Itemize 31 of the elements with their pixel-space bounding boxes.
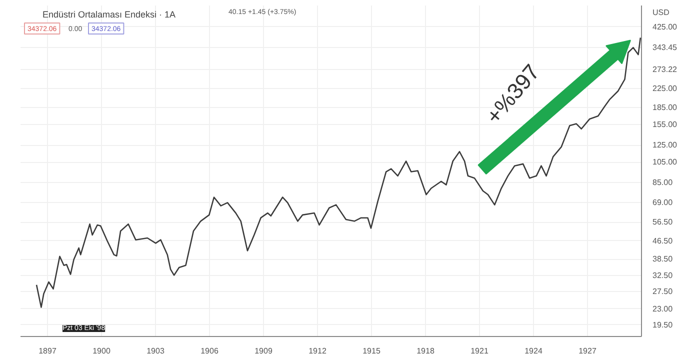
y-tick-label: 38.50 — [652, 254, 674, 264]
x-tick-label: 1909 — [254, 346, 273, 356]
x-tick-label: 1906 — [200, 346, 219, 356]
y-tick-label: 19.50 — [652, 320, 674, 330]
x-tick-label: 1921 — [470, 346, 489, 356]
x-tick-label: 1915 — [362, 346, 381, 356]
y-tick-label: 46.50 — [652, 236, 674, 246]
x-tick-label: 1903 — [146, 346, 165, 356]
y-tick-label: 425.00 — [652, 22, 678, 32]
y-tick-label: 343.45 — [652, 42, 678, 52]
y-tick-label: 105.00 — [652, 158, 678, 167]
x-tick-label: 1924 — [524, 346, 543, 356]
y-tick-label: 32.50 — [652, 271, 674, 280]
y-tick-label: 27.50 — [652, 287, 674, 296]
y-tick-label: 273.22 — [652, 65, 678, 74]
line-series — [36, 37, 642, 308]
y-tick-label: 56.50 — [652, 218, 674, 227]
x-tick-label: 1897 — [38, 346, 57, 356]
y-tick-label: 23.00 — [652, 304, 674, 314]
text: USD — [652, 8, 670, 17]
x-tick-label: 1918 — [416, 346, 435, 356]
y-tick-label: 185.00 — [652, 102, 678, 112]
x-tick-label: 1927 — [578, 346, 597, 356]
y-tick-label: 155.00 — [652, 120, 678, 129]
y-tick-label: 125.00 — [652, 140, 678, 150]
x-tick-label: 1912 — [308, 346, 327, 356]
y-tick-label: 69.00 — [652, 198, 674, 208]
y-tick-label: 225.00 — [652, 84, 678, 93]
chart-title: Endüstri Ortalaması Endeksi · 1A — [42, 9, 176, 20]
x-tick-label: 1900 — [92, 346, 111, 356]
y-tick-label: 85.00 — [652, 178, 674, 188]
